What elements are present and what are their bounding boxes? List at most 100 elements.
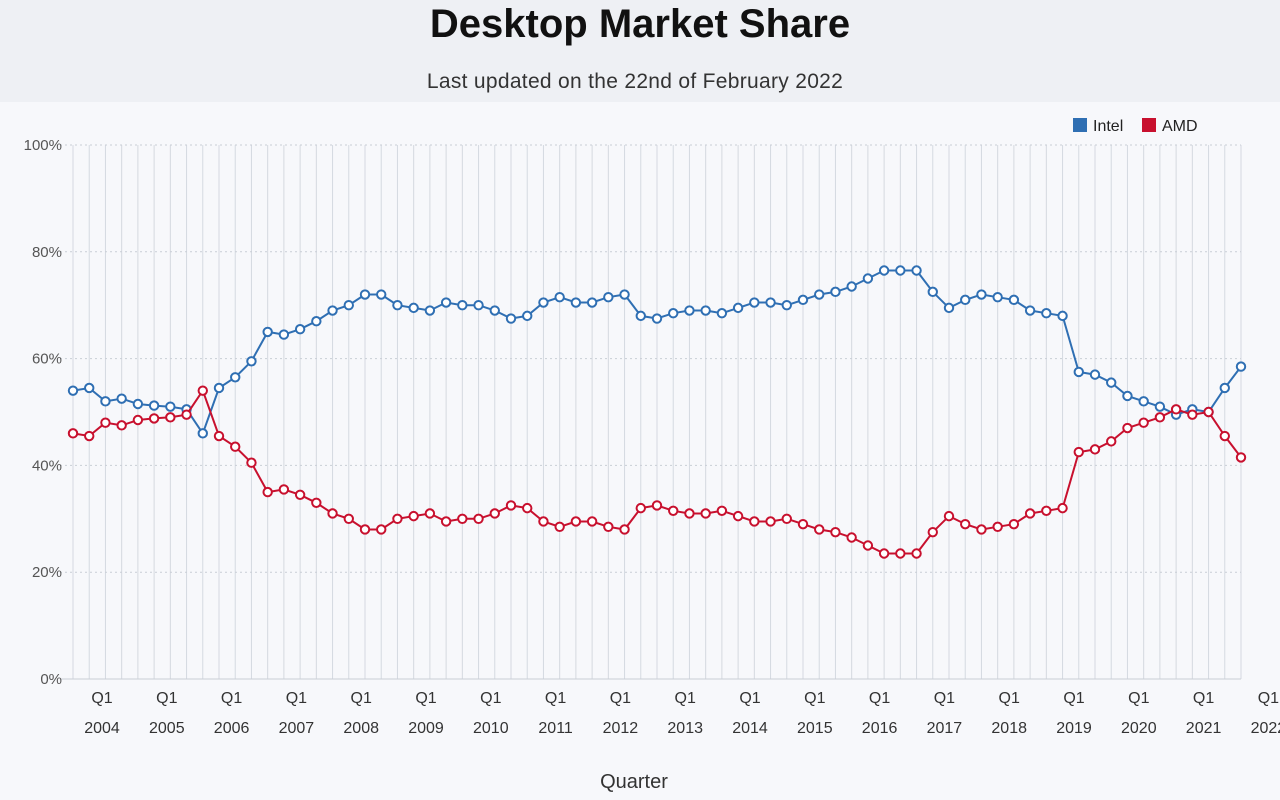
- data-point-amd[interactable]: [976, 524, 987, 535]
- data-point-amd[interactable]: [911, 548, 922, 559]
- data-point-amd[interactable]: [230, 441, 241, 452]
- data-point-amd[interactable]: [1154, 412, 1166, 423]
- data-point-amd[interactable]: [1203, 406, 1214, 418]
- data-point-amd[interactable]: [992, 521, 1003, 533]
- data-point-amd[interactable]: [603, 521, 614, 533]
- data-point-amd[interactable]: [765, 516, 776, 527]
- data-point-intel[interactable]: [716, 308, 728, 319]
- data-point-amd[interactable]: [359, 524, 371, 535]
- data-point-amd[interactable]: [570, 516, 582, 527]
- data-point-amd[interactable]: [67, 428, 79, 439]
- data-point-amd[interactable]: [878, 548, 890, 559]
- data-point-amd[interactable]: [505, 500, 517, 511]
- data-point-intel[interactable]: [1024, 305, 1036, 316]
- data-point-amd[interactable]: [846, 532, 857, 543]
- data-point-intel[interactable]: [1122, 390, 1133, 402]
- data-point-amd[interactable]: [1073, 446, 1084, 458]
- data-point-intel[interactable]: [246, 356, 257, 367]
- data-point-intel[interactable]: [732, 302, 744, 314]
- data-point-amd[interactable]: [538, 516, 549, 527]
- data-point-intel[interactable]: [668, 308, 679, 319]
- data-point-amd[interactable]: [1187, 409, 1198, 420]
- data-point-intel[interactable]: [311, 316, 322, 327]
- data-point-intel[interactable]: [408, 302, 419, 314]
- data-point-intel[interactable]: [359, 289, 371, 300]
- data-point-intel[interactable]: [651, 313, 663, 324]
- data-point-intel[interactable]: [749, 297, 760, 308]
- data-point-amd[interactable]: [797, 518, 809, 530]
- data-point-amd[interactable]: [1219, 430, 1230, 442]
- data-point-amd[interactable]: [424, 508, 436, 519]
- data-point-amd[interactable]: [197, 385, 208, 396]
- data-point-amd[interactable]: [148, 413, 160, 424]
- data-point-intel[interactable]: [116, 393, 127, 404]
- data-point-amd[interactable]: [1041, 505, 1052, 516]
- data-point-intel[interactable]: [262, 326, 273, 338]
- data-point-amd[interactable]: [213, 430, 225, 442]
- data-point-amd[interactable]: [311, 497, 322, 508]
- data-point-intel[interactable]: [1089, 369, 1101, 380]
- data-point-amd[interactable]: [165, 412, 176, 423]
- data-point-intel[interactable]: [132, 398, 144, 410]
- data-point-intel[interactable]: [538, 297, 549, 308]
- data-point-amd[interactable]: [132, 414, 144, 426]
- data-point-intel[interactable]: [603, 291, 614, 303]
- data-point-amd[interactable]: [1106, 436, 1117, 447]
- data-point-amd[interactable]: [522, 502, 533, 514]
- data-point-intel[interactable]: [1041, 308, 1052, 319]
- data-point-intel[interactable]: [992, 291, 1003, 303]
- data-point-intel[interactable]: [635, 310, 646, 322]
- data-point-intel[interactable]: [376, 289, 387, 300]
- data-point-intel[interactable]: [505, 313, 517, 324]
- data-point-amd[interactable]: [327, 508, 338, 519]
- data-point-amd[interactable]: [84, 430, 95, 442]
- data-point-intel[interactable]: [684, 305, 695, 316]
- data-point-amd[interactable]: [473, 513, 484, 524]
- data-point-intel[interactable]: [213, 382, 225, 394]
- data-point-intel[interactable]: [489, 305, 500, 316]
- data-point-amd[interactable]: [814, 524, 825, 535]
- data-point-intel[interactable]: [960, 294, 971, 306]
- data-point-amd[interactable]: [408, 510, 419, 522]
- data-point-intel[interactable]: [570, 297, 582, 308]
- data-point-amd[interactable]: [586, 516, 598, 527]
- data-point-intel[interactable]: [878, 265, 890, 276]
- data-point-amd[interactable]: [943, 510, 955, 522]
- data-point-intel[interactable]: [814, 289, 825, 300]
- data-point-amd[interactable]: [278, 484, 290, 495]
- data-point-amd[interactable]: [749, 516, 760, 527]
- data-point-intel[interactable]: [862, 273, 874, 284]
- data-point-amd[interactable]: [716, 505, 728, 516]
- data-point-intel[interactable]: [1008, 294, 1020, 306]
- data-point-intel[interactable]: [943, 302, 955, 314]
- data-point-intel[interactable]: [911, 265, 922, 276]
- data-point-intel[interactable]: [392, 300, 403, 311]
- data-point-amd[interactable]: [1170, 404, 1182, 415]
- data-point-intel[interactable]: [976, 289, 987, 300]
- data-point-intel[interactable]: [895, 265, 906, 276]
- data-point-intel[interactable]: [830, 286, 841, 298]
- data-point-amd[interactable]: [1122, 422, 1133, 434]
- data-point-amd[interactable]: [440, 516, 452, 527]
- data-point-intel[interactable]: [554, 291, 565, 303]
- data-point-intel[interactable]: [440, 297, 452, 308]
- data-point-intel[interactable]: [797, 294, 809, 306]
- data-point-amd[interactable]: [554, 521, 565, 533]
- data-point-amd[interactable]: [732, 510, 744, 522]
- data-point-amd[interactable]: [830, 526, 841, 538]
- data-point-intel[interactable]: [278, 329, 290, 340]
- data-point-intel[interactable]: [473, 300, 484, 311]
- data-point-amd[interactable]: [1057, 502, 1068, 514]
- data-point-intel[interactable]: [1154, 401, 1166, 412]
- data-point-intel[interactable]: [424, 305, 436, 316]
- data-point-intel[interactable]: [230, 372, 241, 383]
- data-point-amd[interactable]: [246, 457, 257, 468]
- data-point-amd[interactable]: [700, 508, 711, 519]
- data-point-intel[interactable]: [1106, 377, 1117, 388]
- data-point-amd[interactable]: [457, 513, 468, 524]
- data-point-intel[interactable]: [1235, 361, 1247, 372]
- data-point-amd[interactable]: [781, 513, 792, 524]
- data-point-intel[interactable]: [294, 324, 306, 335]
- data-point-intel[interactable]: [522, 310, 533, 322]
- data-point-intel[interactable]: [67, 385, 79, 396]
